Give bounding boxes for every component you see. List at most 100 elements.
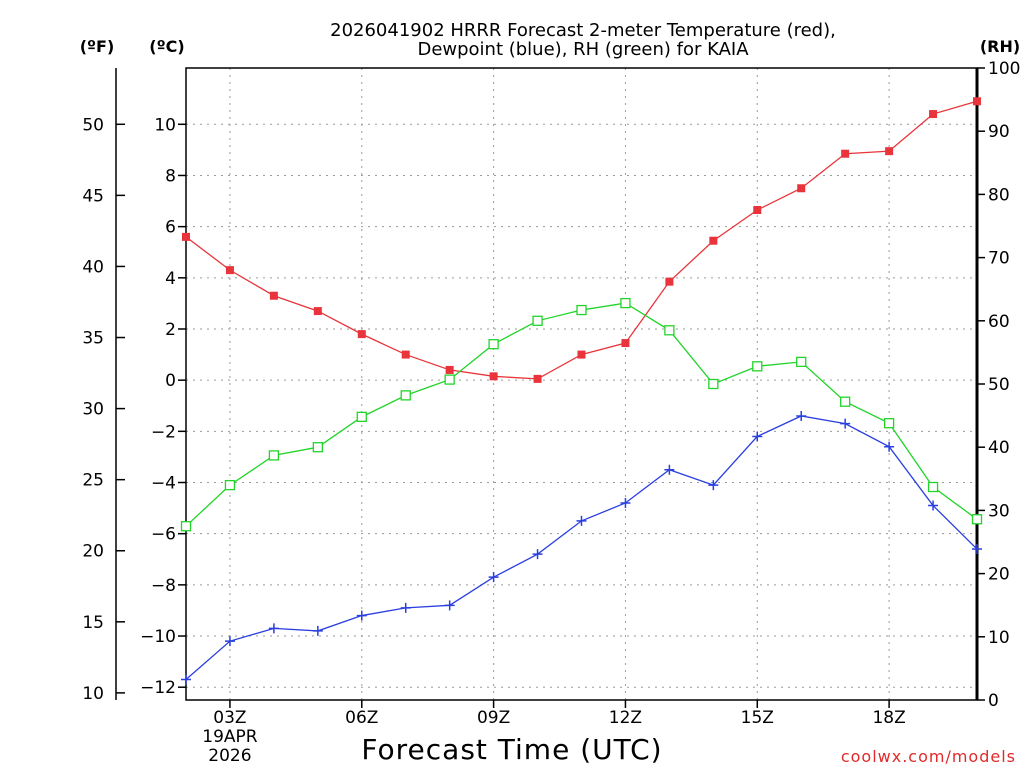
- rh-tick-label: 100: [988, 59, 1020, 79]
- dewpoint-point: [796, 410, 807, 421]
- temperature-point: [313, 307, 322, 316]
- celsius-tick-label: −6: [151, 525, 176, 545]
- rh-point: [664, 325, 675, 336]
- rh-point: [400, 390, 411, 401]
- axes: [115, 67, 979, 701]
- rh-point: [312, 442, 323, 453]
- rh-unit-label: (RH): [980, 37, 1020, 56]
- dewpoint-point: [972, 544, 982, 555]
- rh-point: [224, 479, 236, 491]
- chart-title-line2: Dewpoint (blue), RH (green) for KAIA: [417, 39, 749, 60]
- dewpoint-point: [576, 515, 587, 526]
- rh-point: [971, 514, 983, 525]
- fahrenheit-tick-label: 40: [82, 257, 104, 277]
- rh-point: [180, 521, 192, 532]
- celsius-tick-label: 2: [165, 320, 176, 340]
- rh-tick-label: 40: [988, 438, 1010, 458]
- dewpoint-point: [928, 500, 939, 511]
- chart-title-line1: 2026041902 HRRR Forecast 2-meter Tempera…: [330, 20, 836, 41]
- celsius-tick-label: 8: [165, 166, 176, 186]
- x-tick-label: 09Z: [477, 708, 510, 728]
- celsius-tick-label: −12: [140, 678, 176, 698]
- dewpoint-point: [181, 674, 191, 685]
- rh-point: [576, 304, 587, 316]
- x-year-label: 2026: [208, 746, 251, 766]
- rh-tick-label: 60: [988, 312, 1010, 332]
- rh-point: [532, 315, 543, 326]
- dewpoint-point: [268, 623, 279, 634]
- temperature-point: [665, 277, 674, 286]
- temperature-point: [973, 97, 981, 106]
- x-tick-label: 06Z: [345, 708, 378, 728]
- temperature-point: [797, 184, 806, 193]
- fahrenheit-tick-label: 45: [82, 186, 104, 206]
- x-date-label: 19APR: [202, 727, 258, 747]
- dewpoint-point: [224, 636, 235, 647]
- grid-lines: [186, 68, 977, 700]
- dewpoint-point: [840, 418, 851, 429]
- temperature-point: [533, 374, 542, 383]
- fahrenheit-tick-label: 10: [82, 684, 104, 704]
- x-tick-label: 15Z: [741, 708, 774, 728]
- rh-point: [883, 418, 895, 429]
- fahrenheit-tick-label: 50: [82, 115, 104, 135]
- fahrenheit-tick-label: 15: [82, 613, 104, 633]
- temperature-point: [401, 350, 410, 359]
- rh-point: [708, 378, 719, 390]
- temperature-point: [577, 350, 586, 359]
- dewpoint-point: [444, 600, 455, 611]
- dewpoint-line: [185, 415, 978, 681]
- x-tick-label: 03Z: [213, 708, 246, 728]
- temperature-point: [841, 149, 850, 158]
- temperature-point: [489, 372, 498, 381]
- dewpoint-point: [664, 464, 675, 475]
- dewpoint-point: [356, 610, 367, 621]
- rh-tick-label: 80: [988, 185, 1010, 205]
- rh-line: [185, 302, 978, 527]
- celsius-tick-label: 4: [165, 269, 176, 289]
- temperature-point: [885, 147, 894, 156]
- dewpoint-point: [488, 572, 499, 583]
- plot-frame: [185, 67, 978, 701]
- temperature-point: [929, 110, 938, 119]
- fahrenheit-tick-label: 30: [82, 400, 104, 420]
- rh-tick-label: 90: [988, 122, 1010, 142]
- dewpoint-point: [708, 480, 719, 491]
- rh-point: [752, 361, 763, 372]
- fahrenheit-tick-label: 25: [82, 471, 104, 491]
- credit-text: coolwx.com/models: [841, 747, 1016, 766]
- fahrenheit-unit-label: (ºF): [80, 37, 115, 56]
- temperature-line: [185, 100, 978, 380]
- x-tick-label: 12Z: [609, 708, 642, 728]
- data-series: [180, 97, 983, 685]
- rh-tick-label: 10: [988, 628, 1010, 648]
- celsius-tick-label: −10: [140, 627, 176, 647]
- rh-tick-label: 20: [988, 565, 1010, 585]
- rh-tick-label: 50: [988, 375, 1010, 395]
- fahrenheit-tick-label: 35: [82, 329, 104, 349]
- rh-point: [927, 481, 939, 493]
- rh-point: [268, 450, 280, 461]
- temperature-point: [753, 206, 762, 215]
- rh-point: [840, 396, 851, 407]
- rh-point: [488, 339, 499, 350]
- dewpoint-point: [752, 431, 763, 442]
- rh-tick-label: 70: [988, 249, 1010, 269]
- temperature-point: [182, 232, 190, 241]
- celsius-tick-label: 0: [165, 371, 176, 391]
- dewpoint-point: [532, 549, 543, 560]
- dewpoint-point: [884, 441, 895, 452]
- rh-tick-label: 30: [988, 501, 1010, 521]
- temperature-point: [269, 291, 278, 300]
- rh-point: [444, 374, 455, 385]
- rh-tick-label: 0: [988, 691, 999, 711]
- temperature-point: [709, 236, 718, 245]
- rh-point: [356, 411, 367, 423]
- celsius-tick-label: −2: [151, 422, 176, 442]
- x-tick-label: 18Z: [872, 708, 905, 728]
- x-axis-title: Forecast Time (UTC): [361, 733, 662, 766]
- rh-point: [796, 356, 807, 368]
- celsius-tick-label: 6: [165, 218, 176, 238]
- temperature-point: [445, 365, 454, 374]
